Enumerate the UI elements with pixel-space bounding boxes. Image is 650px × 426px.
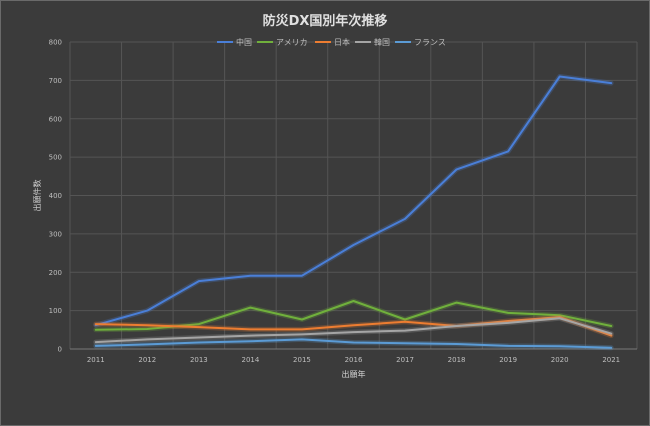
x-tick-label: 2011 (87, 356, 105, 364)
y-axis-title: 出願件数 (32, 180, 42, 212)
y-tick-label: 800 (49, 39, 62, 47)
y-tick-label: 300 (49, 230, 62, 238)
series-line-4 (94, 317, 613, 344)
legend-label-3: 日本 (334, 37, 350, 47)
y-tick-label: 100 (49, 307, 62, 315)
legend-label-1: 中国 (236, 37, 252, 47)
x-tick-label: 2014 (241, 356, 259, 364)
x-tick-label: 2019 (499, 356, 517, 364)
legend-label-4: 韓国 (374, 37, 390, 47)
series-line-5 (94, 338, 613, 349)
chart-title: 防災DX国別年次推移 (262, 14, 388, 29)
x-tick-label: 2021 (602, 356, 620, 364)
x-tick-label: 2013 (190, 356, 208, 364)
legend-label-2: アメリカ (276, 38, 308, 47)
x-tick-label: 2018 (448, 356, 466, 364)
x-axis-title: 出願年 (342, 369, 366, 379)
y-tick-label: 700 (49, 77, 62, 85)
x-tick-label: 2012 (138, 356, 156, 364)
y-tick-label: 0 (58, 346, 62, 354)
y-tick-label: 500 (49, 154, 62, 162)
series-line-3 (94, 316, 613, 337)
x-tick-label: 2020 (551, 356, 569, 364)
y-tick-label: 600 (49, 115, 62, 123)
y-tick-label: 200 (49, 269, 62, 277)
x-tick-label: 2017 (396, 356, 414, 364)
y-tick-label: 400 (49, 192, 62, 200)
x-tick-label: 2015 (293, 356, 311, 364)
legend-label-5: フランス (414, 38, 446, 47)
x-tick-label: 2016 (345, 356, 363, 364)
series-line-1 (94, 75, 613, 327)
